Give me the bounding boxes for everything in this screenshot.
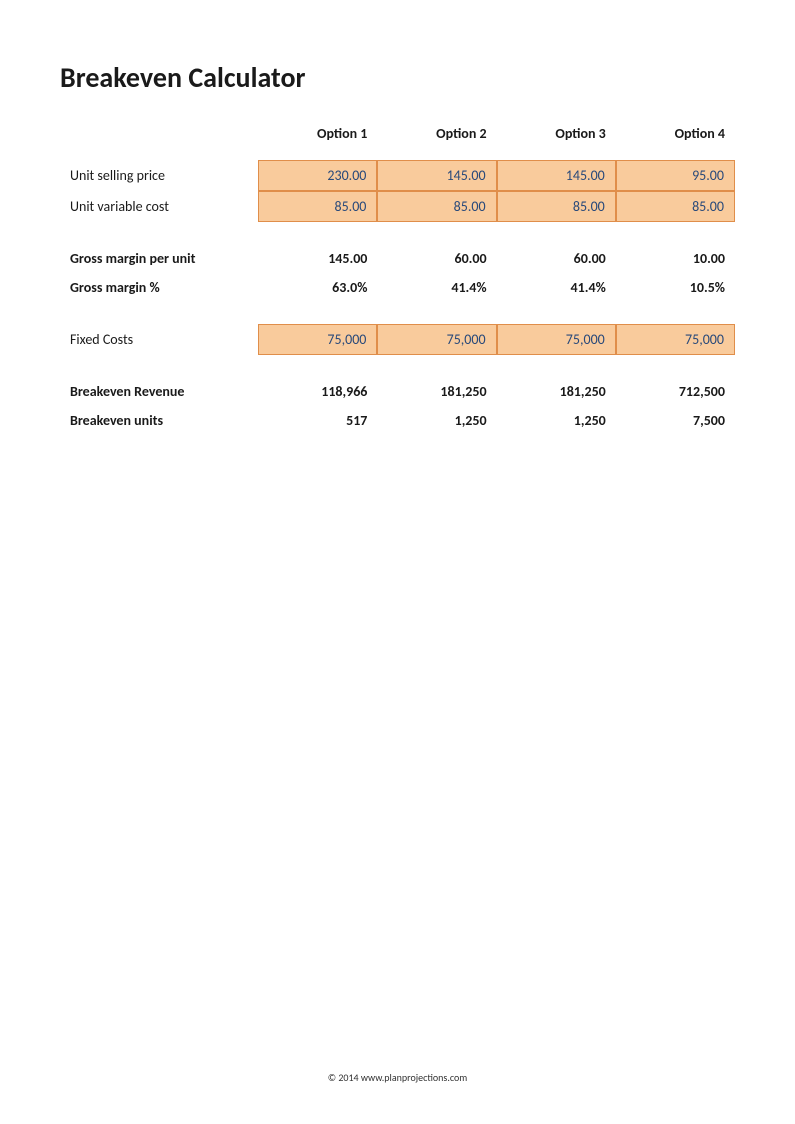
col-header-3: Option 3 [497,119,616,160]
label-gross-margin-unit: Gross margin per unit [60,244,258,273]
col-header-1: Option 1 [258,119,377,160]
cell-usp-2[interactable]: 145.00 [377,160,496,191]
cell-usp-1[interactable]: 230.00 [258,160,377,191]
cell-bu-1: 517 [258,406,377,435]
cell-fc-2[interactable]: 75,000 [377,324,496,355]
cell-fc-1[interactable]: 75,000 [258,324,377,355]
page-title: Breakeven Calculator [60,60,735,95]
cell-bu-2: 1,250 [377,406,496,435]
cell-br-1: 118,966 [258,377,377,406]
cell-br-2: 181,250 [377,377,496,406]
cell-br-4: 712,500 [616,377,735,406]
cell-bu-4: 7,500 [616,406,735,435]
breakeven-table: Option 1 Option 2 Option 3 Option 4 Unit… [60,119,735,435]
cell-usp-4[interactable]: 95.00 [616,160,735,191]
col-header-4: Option 4 [616,119,735,160]
cell-usp-3[interactable]: 145.00 [497,160,616,191]
label-breakeven-units: Breakeven units [60,406,258,435]
cell-uvc-1[interactable]: 85.00 [258,191,377,222]
cell-br-3: 181,250 [497,377,616,406]
cell-gmp-2: 41.4% [377,273,496,302]
label-fixed-costs: Fixed Costs [60,324,258,355]
header-row: Option 1 Option 2 Option 3 Option 4 [60,119,735,160]
cell-gmp-1: 63.0% [258,273,377,302]
cell-fc-3[interactable]: 75,000 [497,324,616,355]
row-fixed-costs: Fixed Costs 75,000 75,000 75,000 75,000 [60,324,735,355]
label-unit-variable-cost: Unit variable cost [60,191,258,222]
row-breakeven-units: Breakeven units 517 1,250 1,250 7,500 [60,406,735,435]
cell-uvc-3[interactable]: 85.00 [497,191,616,222]
spacer-1 [60,222,735,244]
row-gross-margin-unit: Gross margin per unit 145.00 60.00 60.00… [60,244,735,273]
footer-copyright: © 2014 www.planprojections.com [0,1071,795,1084]
row-unit-variable-cost: Unit variable cost 85.00 85.00 85.00 85.… [60,191,735,222]
label-gross-margin-pct: Gross margin % [60,273,258,302]
cell-uvc-2[interactable]: 85.00 [377,191,496,222]
spacer-2 [60,302,735,324]
cell-gmp-3: 41.4% [497,273,616,302]
label-unit-selling-price: Unit selling price [60,160,258,191]
cell-fc-4[interactable]: 75,000 [616,324,735,355]
spacer-3 [60,355,735,377]
cell-gmu-4: 10.00 [616,244,735,273]
cell-gmu-3: 60.00 [497,244,616,273]
cell-gmu-2: 60.00 [377,244,496,273]
cell-gmu-1: 145.00 [258,244,377,273]
row-gross-margin-pct: Gross margin % 63.0% 41.4% 41.4% 10.5% [60,273,735,302]
col-header-2: Option 2 [377,119,496,160]
cell-gmp-4: 10.5% [616,273,735,302]
cell-uvc-4[interactable]: 85.00 [616,191,735,222]
header-blank [60,119,258,160]
label-breakeven-revenue: Breakeven Revenue [60,377,258,406]
cell-bu-3: 1,250 [497,406,616,435]
row-breakeven-revenue: Breakeven Revenue 118,966 181,250 181,25… [60,377,735,406]
row-unit-selling-price: Unit selling price 230.00 145.00 145.00 … [60,160,735,191]
